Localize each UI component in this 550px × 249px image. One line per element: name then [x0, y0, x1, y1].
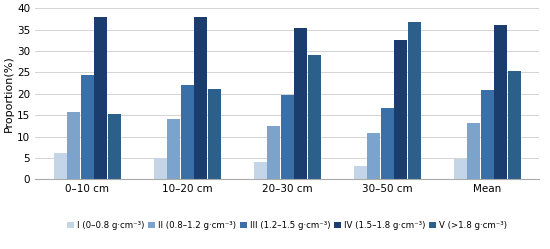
Bar [454, 159, 466, 179]
Bar [153, 158, 167, 179]
Bar [267, 126, 280, 179]
Bar [180, 85, 194, 179]
Bar [67, 112, 80, 179]
Bar [494, 25, 507, 179]
Bar [394, 40, 407, 179]
Bar [167, 119, 180, 179]
Y-axis label: Proportion(%): Proportion(%) [4, 55, 14, 132]
Bar [94, 17, 107, 179]
Legend: I (0–0.8 g·cm⁻³), II (0.8–1.2 g·cm⁻³), III (1.2–1.5 g·cm⁻³), IV (1.5–1.8 g·cm⁻³): I (0–0.8 g·cm⁻³), II (0.8–1.2 g·cm⁻³), I… [67, 221, 507, 230]
Bar [467, 123, 480, 179]
Bar [294, 28, 307, 179]
Bar [207, 89, 221, 179]
Bar [354, 166, 366, 179]
Bar [381, 108, 394, 179]
Bar [307, 55, 321, 179]
Bar [280, 95, 294, 179]
Bar [53, 153, 67, 179]
Bar [108, 114, 120, 179]
Bar [194, 17, 207, 179]
Bar [408, 22, 421, 179]
Bar [508, 71, 520, 179]
Bar [367, 133, 380, 179]
Bar [254, 162, 267, 179]
Bar [481, 90, 493, 179]
Bar [80, 75, 94, 179]
